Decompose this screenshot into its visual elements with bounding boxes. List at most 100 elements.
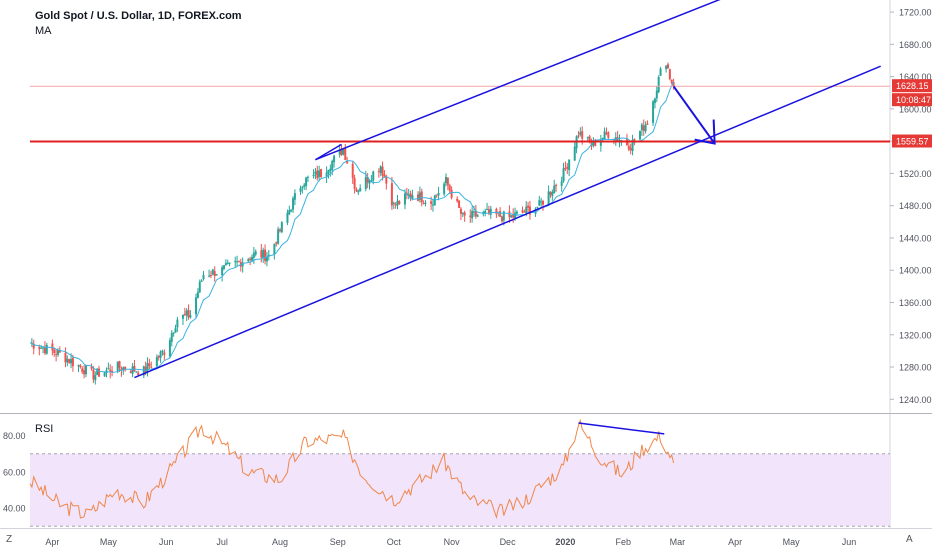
rsi-indicator-label[interactable]: RSI [35, 423, 54, 435]
candle-body [549, 192, 552, 195]
timezone-button[interactable]: Z [6, 534, 13, 545]
candle-body [542, 200, 545, 205]
candle-body [278, 229, 281, 232]
candle-body [38, 347, 41, 350]
candle-body [185, 310, 188, 316]
candle-body [353, 177, 356, 189]
candle-body [292, 198, 295, 210]
support-text: 1559.57 [896, 137, 929, 147]
candle-body [124, 366, 127, 371]
countdown-text: 10:08:47 [896, 95, 931, 105]
candle-body [646, 123, 649, 125]
candle-body [58, 350, 61, 353]
candle-body [461, 213, 464, 215]
candle-body [142, 366, 145, 376]
candle-body [653, 98, 656, 104]
candle-body [392, 202, 395, 205]
candle-body [372, 171, 375, 181]
candle-body [560, 181, 563, 186]
main-price-pane[interactable]: 1240.00 1280.00 1320.00 1360.00 1400.00 1440.… [0, 0, 932, 529]
candle-body [495, 208, 498, 214]
candle-body [187, 309, 190, 318]
support-tag [892, 134, 932, 148]
candle-body [458, 200, 461, 208]
candle-body [70, 359, 73, 364]
candle-body [155, 357, 158, 367]
candle-body [476, 215, 479, 217]
candle-body [512, 213, 515, 218]
candle-body [536, 206, 539, 208]
candle-body [241, 262, 244, 267]
candle-body [333, 155, 336, 163]
candle-body [370, 180, 373, 182]
candle-body [168, 340, 171, 357]
candle-body [157, 355, 160, 358]
candle-body [633, 139, 636, 141]
time-tick-label: 2020 [555, 537, 575, 547]
candle-body [209, 274, 212, 276]
candle-body [262, 249, 265, 259]
candle-body [131, 366, 134, 374]
candle-body [407, 194, 410, 196]
candle-body [71, 357, 74, 367]
candle-body [277, 229, 280, 244]
candle-body [547, 191, 550, 206]
candle-body [320, 168, 323, 178]
candle-body [264, 249, 267, 261]
candle-body [390, 183, 393, 206]
candles [30, 62, 675, 385]
candle-body [377, 170, 380, 172]
candle-body [443, 183, 446, 195]
candle-body [202, 274, 205, 280]
candle-body [215, 274, 218, 276]
candle-body [486, 209, 489, 211]
auto-scale-button[interactable]: A [906, 534, 913, 545]
candle-body [109, 369, 112, 372]
candle-body [318, 170, 321, 177]
price-tick-label: 1480.00 [899, 201, 932, 211]
candle-body [500, 216, 503, 222]
candle-body [111, 370, 114, 373]
candle-body [64, 352, 67, 363]
candle-body [200, 280, 203, 282]
candle-body [366, 177, 369, 183]
candle-body [96, 368, 99, 376]
candle-body [150, 366, 153, 368]
ma-indicator-label[interactable]: MA [35, 25, 52, 37]
price-tick-label: 1400.00 [899, 266, 932, 276]
candle-body [631, 139, 634, 152]
candle-body [605, 132, 608, 134]
lower-channel-line [134, 65, 881, 379]
candle-body [668, 69, 671, 80]
candle-body [607, 132, 610, 138]
candle-body [325, 172, 328, 177]
candle-body [223, 265, 226, 269]
price-tick-label: 1720.00 [899, 8, 932, 18]
candle-body [273, 243, 276, 255]
candle-body [122, 367, 125, 371]
candle-body [163, 352, 166, 355]
time-axis[interactable]: Apr May Jun Jul Aug Sep Oct Nov Dec 2020 Feb Mar Apr… [45, 537, 856, 547]
rsi-pane[interactable]: 40.00 60.00 80.00 [3, 418, 890, 527]
candle-body [32, 343, 35, 349]
time-tick-label: Dec [500, 537, 517, 547]
candle-body [195, 297, 198, 315]
candle-body [45, 344, 48, 354]
candle-body [135, 371, 138, 373]
ma-line [30, 81, 675, 373]
candle-body [588, 136, 591, 143]
candle-body [359, 188, 362, 192]
candle-body [657, 76, 660, 93]
candle-body [77, 365, 80, 367]
candle-body [331, 160, 334, 171]
candle-body [431, 204, 434, 206]
candle-body [484, 210, 487, 214]
time-tick-label: Mar [670, 537, 686, 547]
candle-body [670, 79, 673, 84]
candle-body [344, 148, 347, 161]
candle-body [103, 372, 106, 377]
candle-body [592, 140, 595, 146]
candle-body [433, 195, 436, 206]
candle-body [208, 275, 211, 277]
